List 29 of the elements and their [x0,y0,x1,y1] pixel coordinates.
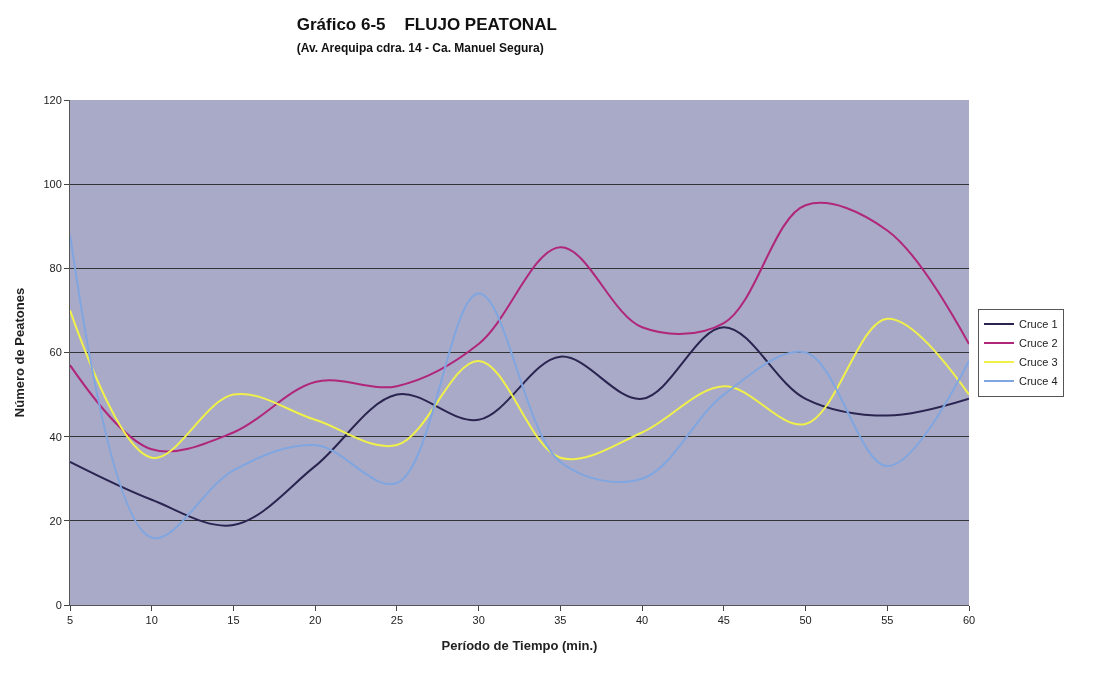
x-tick-label: 60 [962,614,976,627]
y-axis-title: Número de Peatones [12,287,28,418]
chart-subtitle: (Av. Arequipa cdra. 14 - Ca. Manuel Segura) [296,41,544,56]
y-tick-label: 100 [43,178,62,191]
legend-label: Cruce 2 [1018,337,1058,350]
x-tick-label: 55 [881,614,894,627]
x-tick-label: 40 [635,614,649,627]
y-tick-label: 120 [43,93,62,106]
legend-label: Cruce 4 [1018,375,1058,388]
x-tick-label: 5 [66,614,74,627]
x-tick-label: 20 [309,614,322,627]
legend-label: Cruce 3 [1018,356,1058,369]
x-tick-label: 35 [554,614,567,627]
x-axis-title: Período de Tiempo (min.) [441,637,598,653]
x-tick-label: 25 [390,614,404,627]
legend-label: Cruce 1 [1018,318,1058,331]
y-tick-label: 60 [49,346,62,359]
line-series [70,233,969,539]
x-tick-label: 10 [145,614,158,627]
chart-title: Gráfico 6-5 FLUJO PEATONAL [296,15,557,35]
y-tick-label: 0 [55,598,62,611]
line-series [70,326,969,527]
x-tick-label: 30 [472,614,485,627]
y-tick-label: 20 [49,514,62,527]
y-tick-label: 40 [49,430,62,443]
y-tick-label: 80 [49,262,62,275]
x-tick-label: 15 [227,614,240,627]
x-tick-label: 50 [799,614,812,627]
x-tick-label: 45 [717,614,730,627]
